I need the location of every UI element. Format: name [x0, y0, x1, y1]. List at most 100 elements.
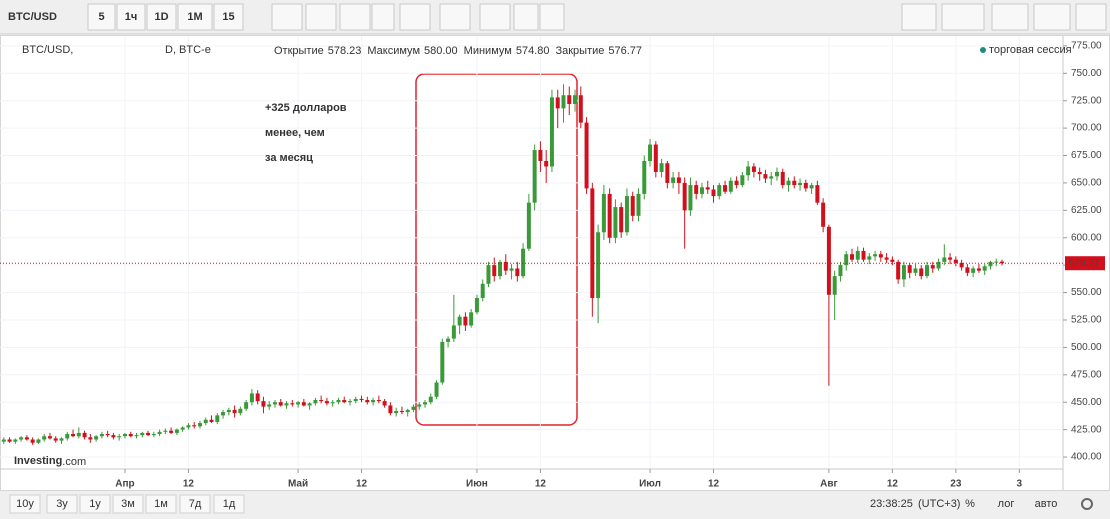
candle-body [146, 432, 151, 436]
interval-button[interactable] [87, 3, 116, 31]
candle-body [30, 439, 35, 443]
annotation-text: менее, чем [265, 127, 325, 139]
range-label[interactable]: 3у [56, 498, 68, 510]
range-label[interactable]: 3м [121, 498, 135, 510]
indicator-button[interactable] [339, 3, 371, 31]
candle-body [873, 254, 878, 257]
x-tick-label: 12 [887, 479, 899, 490]
candle-body [682, 182, 687, 211]
redo-button[interactable] [539, 3, 565, 31]
ohlc-value: 576.77 [608, 45, 642, 57]
scale-option[interactable]: % [965, 498, 975, 510]
candle-type-button[interactable] [271, 3, 303, 31]
interval-button[interactable] [213, 3, 244, 31]
candle-body [399, 410, 404, 413]
candle-body [515, 268, 520, 277]
candle-body [549, 97, 554, 167]
candle-body [567, 95, 572, 104]
interval-button[interactable] [177, 3, 213, 31]
clock: 23:38:25 [870, 498, 913, 510]
interval-label[interactable]: 1D [154, 11, 168, 23]
candle-body [757, 171, 762, 175]
candle-body [630, 196, 635, 216]
scale-option[interactable]: авто [1035, 498, 1058, 510]
candle-body [994, 261, 999, 263]
range-label[interactable]: 10у [16, 498, 34, 510]
candle-body [128, 434, 133, 437]
candle-body [953, 259, 958, 263]
settings-gear[interactable] [1081, 498, 1093, 510]
candle-body [296, 402, 301, 405]
y-tick-label: 550.00 [1071, 287, 1102, 298]
fullscreen-button[interactable] [1075, 3, 1107, 31]
load-button[interactable] [991, 3, 1029, 31]
candle-body [786, 180, 791, 186]
y-tick-label: 725.00 [1071, 95, 1102, 106]
candle-body [411, 406, 416, 410]
candle-body [319, 400, 324, 402]
candle-body [532, 150, 537, 203]
range-button[interactable] [179, 494, 211, 514]
candle-body [134, 435, 139, 437]
candle-body [642, 160, 647, 194]
candle-body [769, 176, 774, 179]
studies-button[interactable] [439, 3, 471, 31]
candle-body [1, 439, 6, 442]
candle-body [417, 404, 422, 407]
candle-body [809, 185, 814, 189]
candle-body [971, 268, 976, 273]
ohlc-value: 578.23 [328, 45, 362, 57]
scale-option[interactable]: лог [998, 498, 1015, 510]
candle-body [694, 185, 699, 194]
candle-body [486, 265, 491, 284]
compare-button[interactable] [479, 3, 511, 31]
candle-body [728, 180, 733, 192]
undo-button[interactable] [513, 3, 539, 31]
range-button[interactable] [46, 494, 78, 514]
candle-body [803, 182, 808, 189]
candle-body [278, 402, 283, 406]
save-button[interactable] [1033, 3, 1071, 31]
x-tick-label: 12 [535, 479, 547, 490]
candle-body [428, 396, 433, 403]
highlight-box [415, 73, 578, 426]
x-tick-label: Авг [820, 479, 838, 490]
settings-button[interactable] [399, 3, 431, 31]
symbol-label: BTC/USD [8, 11, 57, 23]
candle-body [746, 166, 751, 176]
range-button[interactable] [79, 494, 111, 514]
candle-body [578, 95, 583, 123]
range-label[interactable]: 1д [223, 498, 236, 510]
indicator-dropdown[interactable] [371, 3, 395, 31]
candle-body [590, 188, 595, 299]
range-label[interactable]: 1у [89, 498, 101, 510]
range-button[interactable] [9, 494, 41, 514]
interval-label[interactable]: 1M [187, 11, 202, 23]
range-button[interactable] [145, 494, 177, 514]
snapshot-button[interactable] [901, 3, 937, 31]
candle-body [330, 402, 335, 404]
candle-body [509, 268, 514, 271]
interval-label[interactable]: 5 [98, 11, 104, 23]
candle-body [342, 400, 347, 403]
candle-body [209, 419, 214, 422]
interval-label[interactable]: 15 [222, 11, 234, 23]
ohlc-value: 574.80 [516, 45, 550, 57]
interval-button[interactable] [146, 3, 177, 31]
line-type-button[interactable] [305, 3, 337, 31]
candle-body [878, 254, 883, 258]
interval-label[interactable]: 1ч [125, 11, 138, 23]
x-tick-label: 3 [1017, 479, 1023, 490]
candle-body [498, 261, 503, 277]
range-label[interactable]: 1м [154, 498, 168, 510]
interval-button[interactable] [116, 3, 146, 31]
y-tick-label: 475.00 [1071, 369, 1102, 380]
candle-body [648, 144, 653, 161]
range-button[interactable] [112, 494, 144, 514]
candle-body [774, 171, 779, 177]
range-button[interactable] [213, 494, 245, 514]
color-button[interactable] [941, 3, 985, 31]
range-label[interactable]: 7д [189, 498, 202, 510]
candle-body [94, 436, 99, 440]
x-tick-label: 12 [356, 479, 368, 490]
